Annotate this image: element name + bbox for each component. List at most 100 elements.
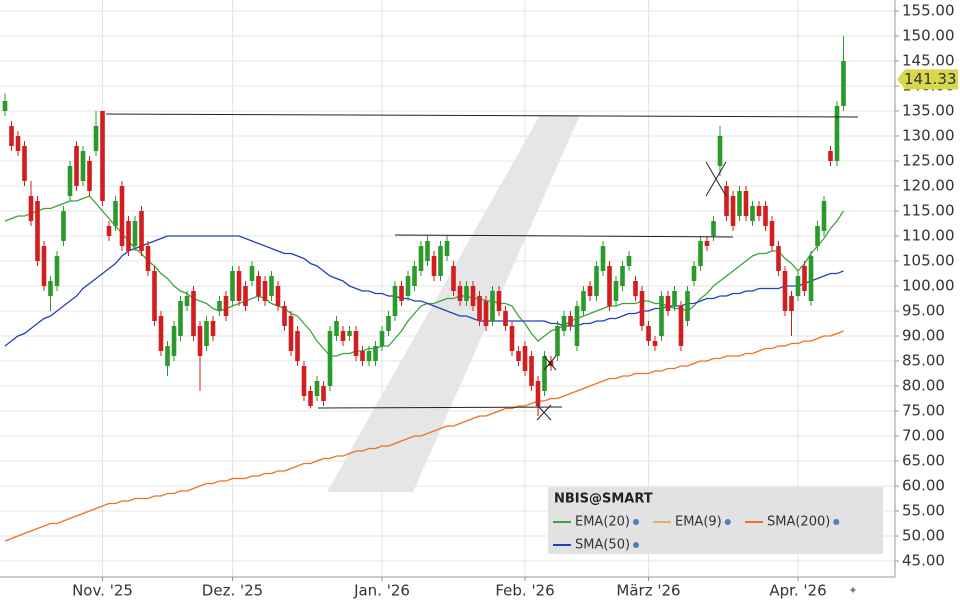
candle-body bbox=[288, 316, 294, 351]
cross-marker bbox=[705, 161, 727, 197]
candle-body bbox=[834, 106, 840, 161]
candle-body bbox=[795, 276, 801, 296]
candle-body bbox=[594, 266, 599, 296]
candle-body bbox=[522, 346, 528, 371]
candle-body bbox=[743, 191, 749, 216]
candle-body bbox=[782, 271, 788, 311]
candle-body bbox=[555, 326, 560, 356]
candle-body bbox=[704, 241, 710, 246]
candle-body bbox=[496, 291, 502, 311]
candle-body bbox=[113, 201, 118, 226]
candle-body bbox=[769, 221, 775, 246]
candle-body bbox=[587, 286, 593, 296]
candle-body bbox=[223, 296, 229, 316]
candle-body bbox=[2, 101, 8, 111]
candle-body bbox=[685, 291, 690, 321]
y-tick-label: 135.00 bbox=[902, 102, 955, 120]
candle-body bbox=[574, 306, 580, 346]
scroll-icon[interactable]: ✦ bbox=[848, 584, 857, 597]
candle-body bbox=[431, 256, 437, 276]
candle-body bbox=[724, 186, 729, 216]
candle-body bbox=[503, 311, 508, 326]
candle-body bbox=[314, 381, 320, 396]
candle-body bbox=[470, 286, 476, 306]
candle-body bbox=[568, 316, 573, 326]
legend-label[interactable]: EMA(20) bbox=[575, 515, 630, 530]
y-tick-label: 145.00 bbox=[902, 52, 955, 70]
y-tick-label: 115.00 bbox=[902, 202, 955, 220]
candle-body bbox=[9, 126, 14, 146]
candle-body bbox=[178, 301, 183, 336]
candle-body bbox=[444, 241, 450, 256]
candle-body bbox=[529, 356, 534, 386]
candle-body bbox=[61, 211, 66, 241]
candle-body bbox=[815, 226, 820, 246]
candle-body bbox=[321, 386, 326, 401]
candle-body bbox=[717, 136, 723, 166]
candle-body bbox=[789, 296, 794, 311]
legend-toggle[interactable] bbox=[633, 542, 640, 548]
candle-body bbox=[386, 316, 391, 331]
cross-marker bbox=[536, 355, 557, 421]
candle-body bbox=[41, 246, 47, 286]
candle-body bbox=[353, 331, 359, 356]
candle-body bbox=[600, 246, 606, 271]
candle-body bbox=[295, 331, 300, 361]
y-tick-label: 70.00 bbox=[902, 427, 945, 445]
candle-body bbox=[516, 351, 521, 361]
trend-line bbox=[394, 234, 734, 238]
candle-body bbox=[366, 351, 372, 361]
candle-body bbox=[152, 271, 157, 321]
candle-body bbox=[678, 306, 684, 346]
candle-body bbox=[48, 281, 53, 296]
candle-body bbox=[535, 381, 541, 406]
candle-body bbox=[80, 151, 86, 181]
y-tick-label: 155.00 bbox=[902, 2, 955, 20]
y-tick-label: 150.00 bbox=[902, 27, 955, 45]
candle-body bbox=[633, 281, 638, 296]
candle-body bbox=[620, 266, 625, 286]
candle-body bbox=[457, 286, 463, 301]
candle-body bbox=[243, 286, 248, 306]
y-tick-label: 90.00 bbox=[902, 327, 945, 345]
candle-body bbox=[672, 291, 677, 306]
candle-body bbox=[405, 276, 411, 296]
candle-body bbox=[750, 206, 755, 221]
y-tick-label: 130.00 bbox=[902, 127, 955, 145]
legend-title: NBIS@SMART bbox=[554, 492, 653, 507]
candle-body bbox=[665, 296, 671, 311]
indicator-line bbox=[4, 235, 844, 347]
candle-body bbox=[483, 301, 489, 326]
x-tick-label: Feb. '26 bbox=[495, 582, 554, 600]
candle-body bbox=[145, 246, 151, 271]
candles bbox=[2, 36, 846, 416]
candle-body bbox=[477, 296, 482, 321]
y-tick-label: 85.00 bbox=[902, 352, 945, 370]
candle-body bbox=[106, 226, 112, 236]
candle-body bbox=[67, 166, 73, 196]
x-tick-label: Nov. '25 bbox=[72, 582, 133, 600]
legend-toggle[interactable] bbox=[633, 519, 640, 525]
legend-label[interactable]: SMA(50) bbox=[575, 538, 630, 553]
candle-body bbox=[158, 316, 164, 351]
y-tick-label: 65.00 bbox=[902, 452, 945, 470]
candle-body bbox=[217, 301, 222, 311]
legend-label[interactable]: EMA(9) bbox=[675, 515, 722, 530]
candle-body bbox=[256, 276, 261, 296]
indicator-line bbox=[4, 330, 844, 542]
legend-toggle[interactable] bbox=[724, 519, 731, 525]
candle-body bbox=[191, 291, 196, 336]
legend-toggle[interactable] bbox=[833, 519, 840, 525]
candle-body bbox=[360, 351, 365, 361]
y-tick-label: 60.00 bbox=[902, 477, 945, 495]
candle-body bbox=[171, 326, 177, 356]
legend-label[interactable]: SMA(200) bbox=[767, 515, 830, 530]
candle-body bbox=[22, 146, 27, 181]
candle-body bbox=[275, 286, 281, 306]
candle-body bbox=[282, 306, 287, 326]
candle-body bbox=[646, 326, 651, 341]
candle-body bbox=[613, 281, 619, 301]
candle-body bbox=[730, 196, 736, 226]
trend-line bbox=[105, 113, 859, 118]
